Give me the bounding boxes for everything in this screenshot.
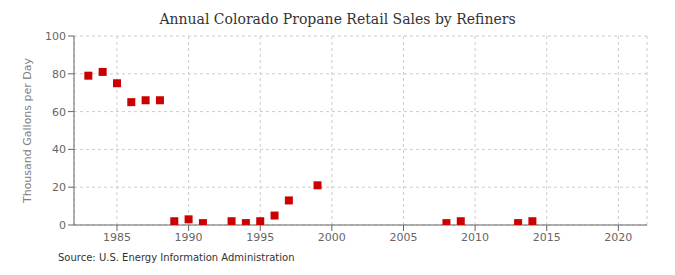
svg-text:2010: 2010 (461, 231, 489, 244)
svg-text:1985: 1985 (103, 231, 131, 244)
svg-text:60: 60 (52, 106, 66, 119)
svg-text:Thousand Gallons per Day: Thousand Gallons per Day (21, 57, 34, 204)
svg-text:2000: 2000 (318, 231, 346, 244)
svg-text:1990: 1990 (175, 231, 203, 244)
svg-text:2015: 2015 (533, 231, 561, 244)
svg-text:20: 20 (52, 181, 66, 194)
html-text:Annual Colorado Propane Retail: Annual Colorado Propane Retail Sales by … (159, 11, 516, 27)
svg-text:100: 100 (45, 30, 66, 43)
html-text:Source: U.S. Energy Informatio: Source: U.S. Energy Information Administ… (58, 252, 295, 263)
svg-text:80: 80 (52, 68, 66, 81)
svg-text:40: 40 (52, 143, 66, 156)
svg-text:2020: 2020 (604, 231, 632, 244)
svg-text:0: 0 (59, 219, 66, 232)
svg-text:1995: 1995 (246, 231, 274, 244)
svg-text:2005: 2005 (389, 231, 417, 244)
